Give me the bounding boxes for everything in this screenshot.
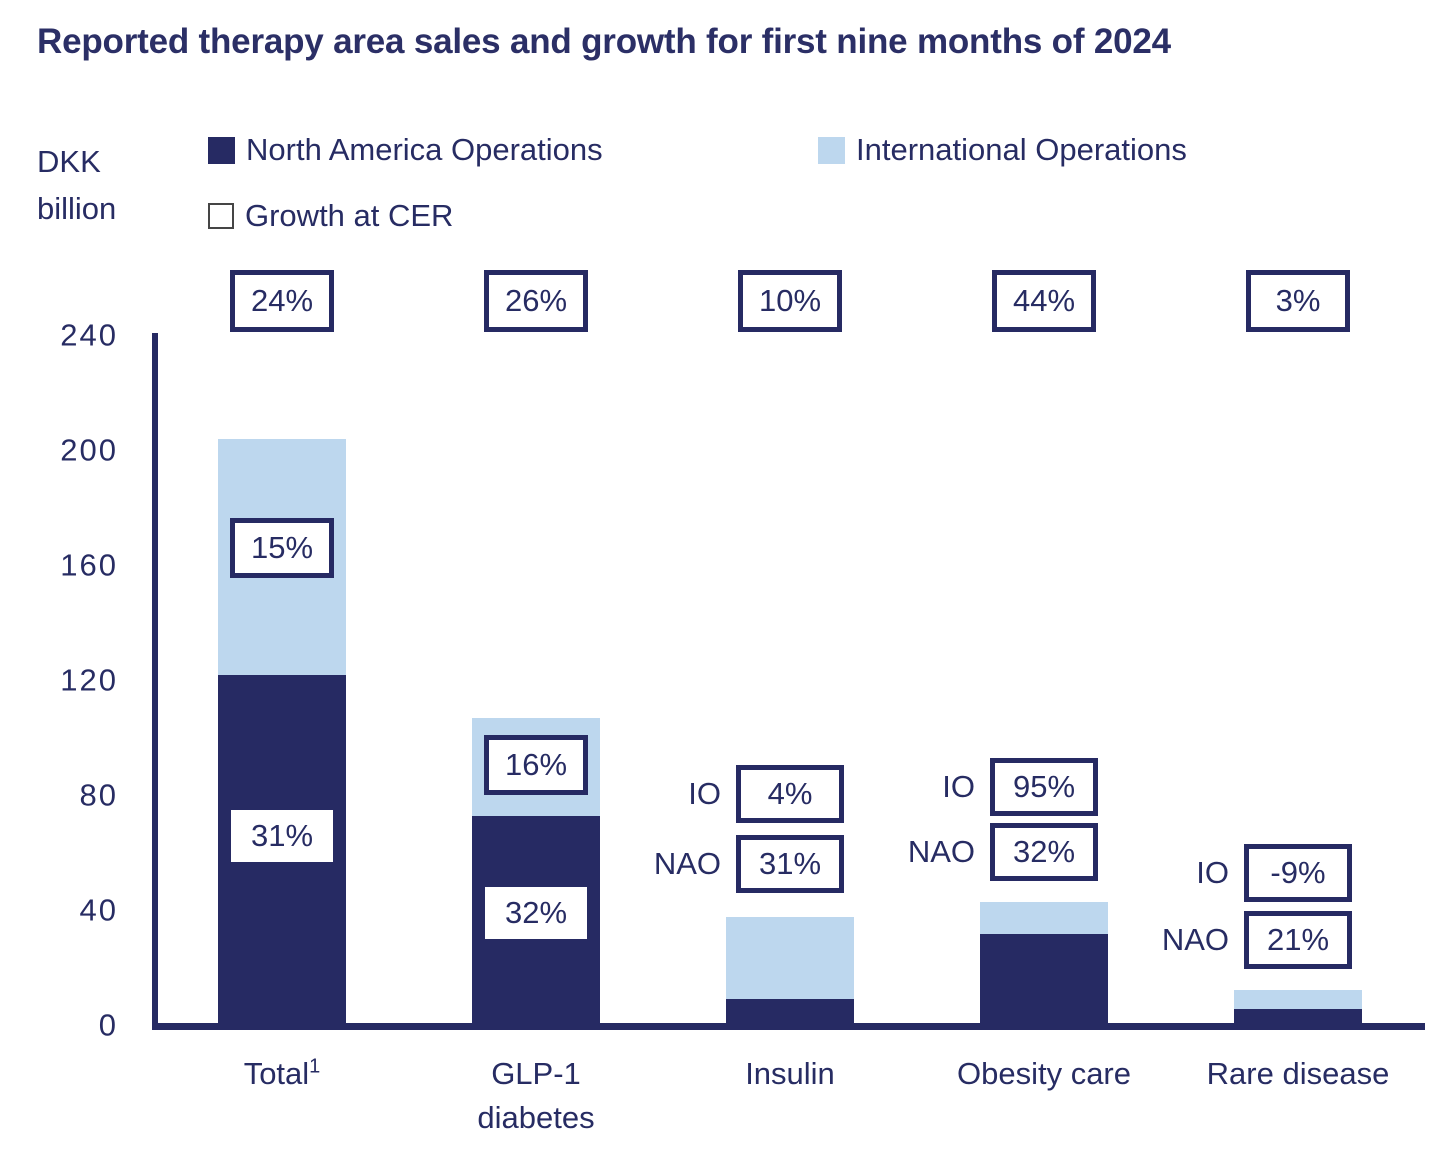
io-growth-box-obesity-care: 95% — [990, 758, 1098, 816]
category-label-rare-disease: Rare disease — [1206, 1056, 1390, 1091]
bar-obesity-care-nao-segment — [980, 934, 1108, 1026]
growth-legend-swatch-icon — [208, 203, 234, 229]
bar-rare-disease-nao-segment — [1234, 1009, 1362, 1026]
nao-growth-row-insulin: NAO 31% — [654, 835, 844, 893]
nao-prefix-label-insulin: NAO — [653, 846, 721, 881]
category-label-insulin: Insulin — [745, 1056, 835, 1091]
growth-cer-box-glp-1-diabetes: 26% — [484, 270, 588, 332]
y-axis-tick-80: 80 — [79, 777, 118, 813]
nao-legend-swatch-icon — [208, 136, 235, 164]
category-label-obesity-care: Obesity care — [956, 1056, 1131, 1091]
bar-obesity-care-io-segment — [980, 902, 1108, 934]
nao-prefix-label-rare-disease: NAO — [1161, 922, 1229, 957]
io-growth-box-insulin: 4% — [736, 765, 844, 823]
io-growth-box-rare-disease: -9% — [1244, 844, 1352, 902]
growth-cer-box-obesity-care: 44% — [992, 270, 1096, 332]
io-legend-swatch-icon — [818, 136, 845, 164]
y-axis-tick-200: 200 — [60, 432, 118, 468]
io-prefix-label-rare-disease: IO — [1196, 855, 1229, 890]
y-axis-line — [152, 333, 158, 1030]
nao-growth-box-insulin: 31% — [736, 835, 844, 893]
growth-cer-box-total: 24% — [230, 270, 334, 332]
io-growth-box-total: 15% — [230, 518, 334, 578]
y-axis-tick-120: 120 — [60, 662, 118, 698]
legend-label-nao: North America Operations — [246, 132, 603, 167]
legend-label-growth: Growth at CER — [245, 198, 454, 233]
nao-growth-box-rare-disease: 21% — [1244, 911, 1352, 969]
y-axis-unit-label: DKK billion — [37, 144, 117, 226]
y-axis-tick-0: 0 — [98, 1007, 118, 1043]
io-prefix-label-obesity-care: IO — [942, 769, 975, 804]
growth-cer-box-rare-disease: 3% — [1246, 270, 1350, 332]
y-axis-tick-160: 160 — [60, 547, 118, 583]
category-label-total: Total1 — [243, 1055, 321, 1091]
io-growth-row-insulin: IO 4% — [688, 765, 844, 823]
y-axis-tick-40: 40 — [79, 892, 118, 928]
nao-growth-box-obesity-care: 32% — [990, 823, 1098, 881]
nao-growth-chip-total: 31% — [231, 810, 333, 862]
nao-growth-chip-glp-1-diabetes: 32% — [485, 887, 587, 939]
nao-growth-row-rare-disease: NAO 21% — [1162, 911, 1352, 969]
legend-item-international-operations: International Operations — [818, 130, 1187, 170]
io-growth-row-rare-disease: IO -9% — [1196, 844, 1352, 902]
nao-prefix-label-obesity-care: NAO — [907, 834, 975, 869]
io-growth-row-obesity-care: IO 95% — [942, 758, 1098, 816]
bar-insulin-nao-segment — [726, 999, 854, 1026]
bar-insulin-io-segment — [726, 917, 854, 999]
io-growth-box-glp-1-diabetes: 16% — [484, 735, 588, 795]
nao-growth-row-obesity-care: NAO 32% — [908, 823, 1098, 881]
category-label-glp-1-diabetes: GLP-1 diabetes — [477, 1056, 595, 1135]
bar-rare-disease-io-segment — [1234, 990, 1362, 1009]
growth-cer-box-insulin: 10% — [738, 270, 842, 332]
io-prefix-label-insulin: IO — [688, 776, 721, 811]
x-axis-line — [152, 1023, 1425, 1030]
legend-item-north-america-operations: North America Operations — [208, 130, 603, 170]
page-title: Reported therapy area sales and growth f… — [37, 22, 1171, 61]
legend-label-io: International Operations — [856, 132, 1187, 167]
legend-item-growth-at-cer: Growth at CER — [208, 196, 453, 236]
y-axis-tick-240: 240 — [60, 317, 118, 353]
